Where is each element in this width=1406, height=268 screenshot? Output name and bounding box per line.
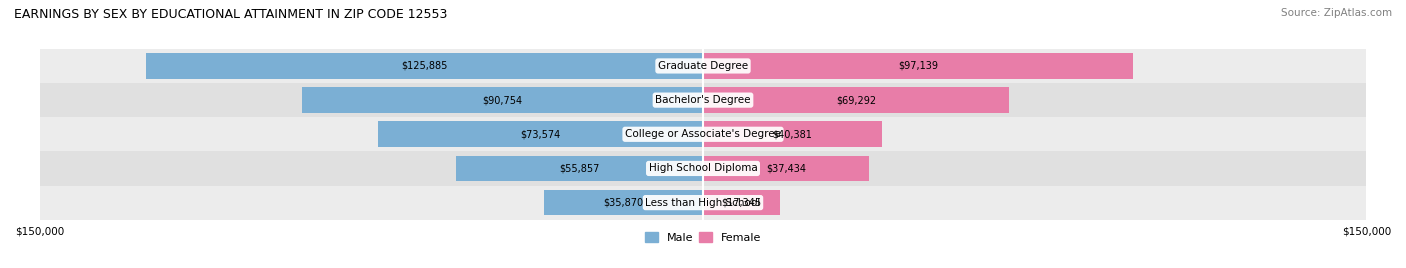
Bar <box>703 156 869 181</box>
Text: Graduate Degree: Graduate Degree <box>658 61 748 71</box>
Bar <box>703 121 882 147</box>
Text: $97,139: $97,139 <box>898 61 938 71</box>
Text: $37,434: $37,434 <box>766 163 806 173</box>
Bar <box>39 185 1367 220</box>
Text: $55,857: $55,857 <box>560 163 600 173</box>
Text: High School Diploma: High School Diploma <box>648 163 758 173</box>
Bar <box>302 87 703 113</box>
Bar <box>703 53 1133 79</box>
Bar <box>544 190 703 215</box>
Bar <box>456 156 703 181</box>
Text: EARNINGS BY SEX BY EDUCATIONAL ATTAINMENT IN ZIP CODE 12553: EARNINGS BY SEX BY EDUCATIONAL ATTAINMEN… <box>14 8 447 21</box>
Bar <box>378 121 703 147</box>
Bar <box>39 83 1367 117</box>
Text: $35,870: $35,870 <box>603 198 644 208</box>
Bar <box>146 53 703 79</box>
Text: $40,381: $40,381 <box>772 129 813 139</box>
Text: $125,885: $125,885 <box>402 61 449 71</box>
Bar <box>703 190 780 215</box>
Bar <box>39 151 1367 185</box>
Text: Source: ZipAtlas.com: Source: ZipAtlas.com <box>1281 8 1392 18</box>
Text: $73,574: $73,574 <box>520 129 561 139</box>
Bar <box>39 49 1367 83</box>
Legend: Male, Female: Male, Female <box>640 228 766 247</box>
Bar <box>703 87 1010 113</box>
Text: Bachelor's Degree: Bachelor's Degree <box>655 95 751 105</box>
Text: $69,292: $69,292 <box>837 95 876 105</box>
Text: $17,345: $17,345 <box>721 198 762 208</box>
Text: College or Associate's Degree: College or Associate's Degree <box>626 129 780 139</box>
Bar <box>39 117 1367 151</box>
Text: Less than High School: Less than High School <box>645 198 761 208</box>
Text: $90,754: $90,754 <box>482 95 523 105</box>
